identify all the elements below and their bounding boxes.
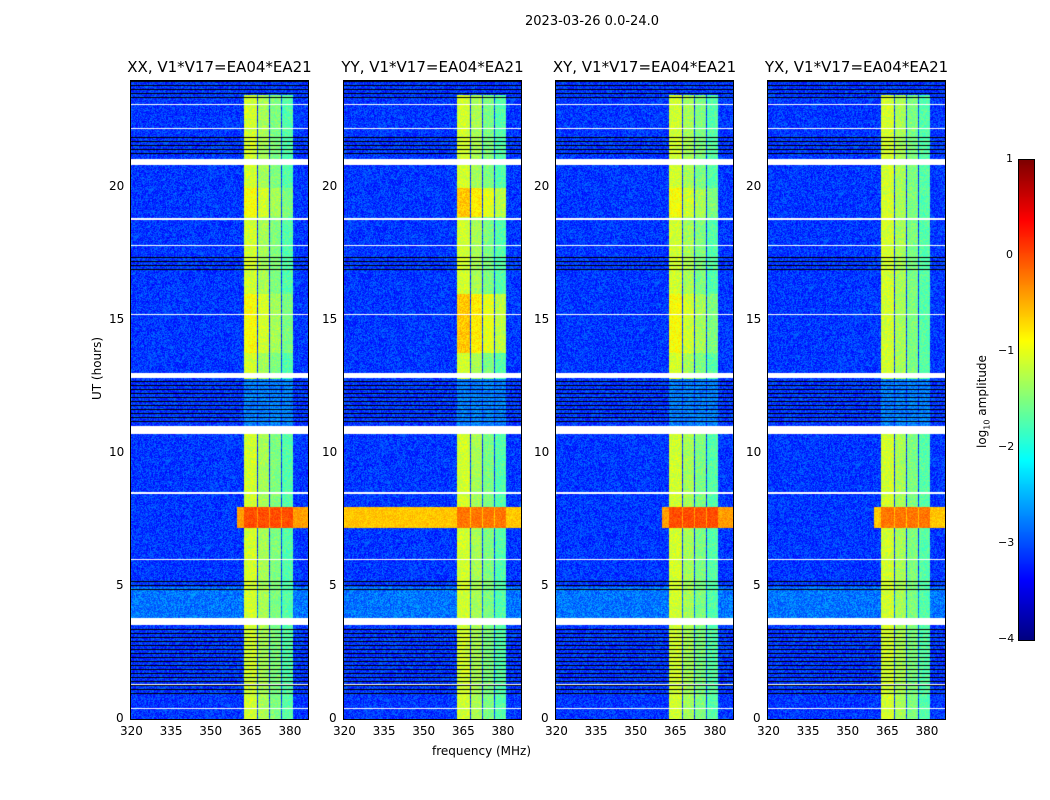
y-tick-label: 5 [116, 578, 124, 593]
heatmap-panel-2 [556, 81, 733, 719]
y-tick-label: 0 [116, 711, 124, 725]
x-tick-label: 365 [238, 724, 262, 738]
y-tick-label: 15 [534, 312, 550, 327]
x-tick-label: 350 [624, 724, 648, 738]
y-tick-label: 5 [753, 578, 761, 593]
x-tick-label: 320 [333, 724, 356, 738]
x-tick-label: 335 [159, 724, 183, 738]
x-tick-label: 380 [915, 724, 939, 738]
x-tick-label: 365 [451, 724, 475, 738]
colorbar [1019, 160, 1034, 640]
x-tick-label: 350 [836, 724, 860, 738]
heatmap-panel-1 [344, 81, 521, 719]
y-tick-label: 20 [322, 179, 338, 194]
y-tick-label: 10 [322, 445, 338, 460]
panel-frame [555, 80, 734, 720]
y-tick-label: 20 [534, 179, 550, 194]
x-tick-label: 350 [199, 724, 223, 738]
y-axis-label: UT (hours) [90, 336, 104, 400]
x-tick-label: 320 [545, 724, 568, 738]
y-tick-label: 10 [109, 445, 125, 460]
y-tick-label: 10 [746, 445, 762, 460]
x-tick-label: 320 [757, 724, 780, 738]
colorbar-tick-label: −2 [998, 440, 1015, 453]
x-tick-label: 335 [796, 724, 820, 738]
y-tick-label: 15 [746, 312, 762, 327]
y-tick-label: 15 [322, 312, 338, 327]
x-tick-label: 380 [491, 724, 515, 738]
panel-title: YX, V1*V17=EA04*EA21 [764, 58, 949, 76]
panel-frame [130, 80, 309, 720]
panel-title: XX, V1*V17=EA04*EA21 [127, 58, 312, 76]
x-tick-label: 365 [663, 724, 687, 738]
y-tick-label: 0 [541, 711, 549, 725]
colorbar-tick-label: −4 [998, 632, 1015, 645]
y-tick-label: 5 [329, 578, 337, 593]
x-tick-label: 350 [412, 724, 436, 738]
x-tick-label: 380 [278, 724, 302, 738]
y-tick-label: 0 [329, 711, 337, 725]
colorbar-tick-label: 0 [1006, 248, 1013, 261]
heatmap-panel-0 [131, 81, 308, 719]
x-axis-label: frequency (MHz) [432, 744, 532, 758]
panel-title: XY, V1*V17=EA04*EA21 [552, 58, 737, 76]
y-tick-label: 20 [109, 179, 125, 194]
colorbar-tick-label: −3 [998, 536, 1015, 549]
y-tick-label: 20 [746, 179, 762, 194]
panel-frame [767, 80, 946, 720]
panel-title: YY, V1*V17=EA04*EA21 [341, 58, 524, 76]
colorbar-tick-label: 1 [1006, 152, 1013, 165]
colorbar-label: log10 amplitude [975, 355, 992, 448]
colorbar-frame [1018, 159, 1035, 641]
x-tick-label: 335 [372, 724, 396, 738]
panel-frame [343, 80, 522, 720]
y-tick-label: 15 [109, 312, 125, 327]
heatmap-panel-3 [768, 81, 945, 719]
suptitle: 2023-03-26 0.0-24.0 [525, 14, 659, 29]
x-tick-label: 335 [584, 724, 608, 738]
x-tick-label: 380 [703, 724, 727, 738]
y-tick-label: 0 [753, 711, 761, 725]
y-tick-label: 5 [541, 578, 549, 593]
x-tick-label: 365 [875, 724, 899, 738]
x-tick-label: 320 [120, 724, 143, 738]
colorbar-tick-label: −1 [998, 344, 1015, 357]
y-tick-label: 10 [534, 445, 550, 460]
